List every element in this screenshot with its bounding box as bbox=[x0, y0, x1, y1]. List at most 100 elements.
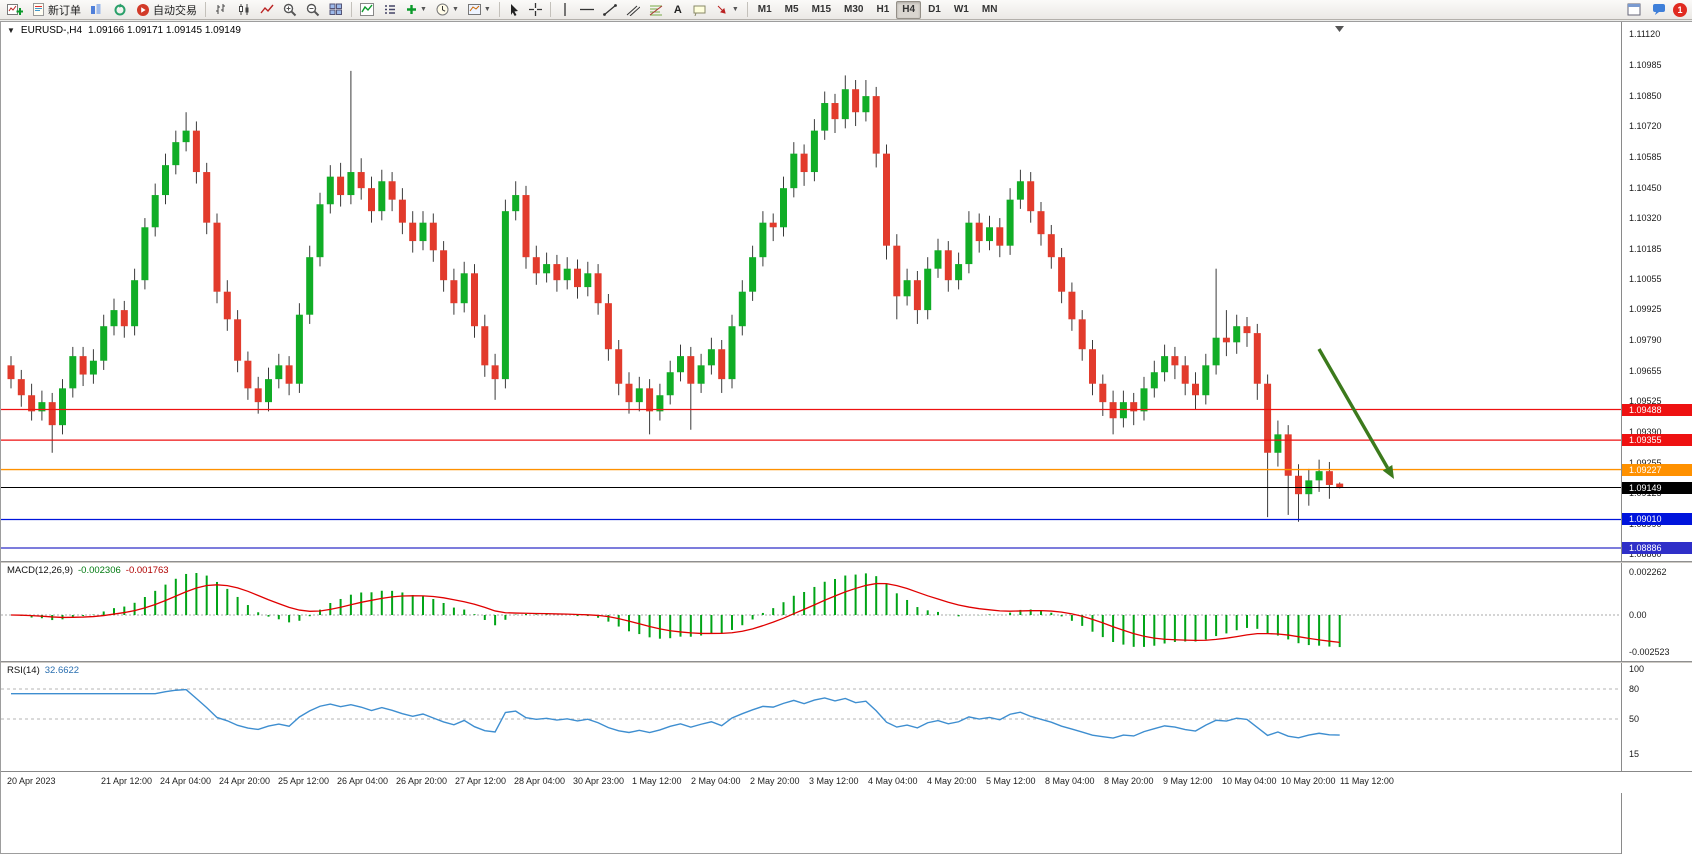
candle bbox=[955, 264, 963, 281]
vertical-line-tool-button[interactable] bbox=[555, 1, 575, 19]
text-label-tool-button[interactable] bbox=[689, 1, 711, 19]
candle bbox=[1078, 319, 1086, 350]
candle bbox=[1325, 471, 1333, 485]
community-button[interactable] bbox=[1648, 1, 1670, 19]
timeframe-m15-button[interactable]: M15 bbox=[811, 4, 832, 15]
candle bbox=[883, 153, 890, 246]
candle bbox=[697, 365, 705, 384]
indicator-list-button[interactable] bbox=[379, 1, 401, 19]
candle bbox=[1295, 475, 1302, 495]
text-tool-button[interactable]: A bbox=[668, 1, 688, 19]
candle bbox=[728, 326, 736, 380]
candle bbox=[759, 222, 767, 258]
candle bbox=[749, 257, 757, 292]
timeframe-m30-button[interactable]: M30 bbox=[844, 4, 864, 15]
fibonacci-icon bbox=[649, 5, 663, 15]
time-axis-label: 24 Apr 04:00 bbox=[160, 776, 212, 786]
horizontal-line-tool-button[interactable] bbox=[576, 1, 598, 19]
time-axis[interactable]: 20 Apr 2023 21 Apr 12:00 24 Apr 04:00 24 Ap… bbox=[1, 771, 1692, 793]
candle bbox=[1202, 365, 1210, 396]
auto-trading-button[interactable]: 自动交易 bbox=[132, 1, 201, 19]
candle bbox=[79, 356, 87, 375]
rsi-label: RSI(14) 32.6622 bbox=[7, 665, 79, 676]
periods-button[interactable]: ▼ bbox=[432, 1, 463, 19]
macd-plot[interactable] bbox=[1, 563, 1621, 661]
candle bbox=[501, 211, 509, 380]
price-axis-label: 1.09925 bbox=[1629, 303, 1662, 314]
price-axis[interactable]: 1.11120 1.10985 1.10850 1.10720 1.10585 1.104… bbox=[1621, 22, 1692, 854]
chart-shift-marker[interactable] bbox=[1335, 26, 1344, 32]
trendline-tool-button[interactable] bbox=[599, 1, 621, 19]
candle bbox=[512, 195, 520, 212]
one-click-trading-toggle[interactable]: ▼ bbox=[7, 26, 15, 35]
tile-windows-button[interactable] bbox=[325, 1, 347, 19]
zoom-out-button[interactable] bbox=[302, 1, 324, 19]
panel-divider[interactable] bbox=[1, 661, 1692, 663]
arrow-annotation[interactable] bbox=[1317, 348, 1389, 469]
zoom-in-icon bbox=[283, 3, 297, 16]
timeframe-h1-button[interactable]: H1 bbox=[876, 4, 890, 15]
candle bbox=[522, 195, 530, 258]
timeframe-m5-button[interactable]: M5 bbox=[784, 4, 799, 15]
candlestick-chart-type-button[interactable] bbox=[233, 1, 255, 19]
line-chart-type-button[interactable] bbox=[256, 1, 278, 19]
cursor-tool-button[interactable] bbox=[504, 1, 524, 19]
channel-tool-button[interactable] bbox=[622, 1, 644, 19]
price-level-tag: 1.09010 bbox=[1622, 513, 1692, 526]
price-axis-label: 1.10320 bbox=[1629, 213, 1662, 224]
window-layout-icon bbox=[1627, 3, 1641, 16]
add-indicator-button[interactable]: ▼ bbox=[402, 1, 431, 19]
candle bbox=[553, 264, 561, 281]
candle bbox=[1058, 257, 1066, 292]
toolbar: 新订单 自动交易 bbox=[0, 0, 1692, 20]
notification-badge[interactable]: 1 bbox=[1673, 2, 1687, 17]
timeframe-d1-button[interactable]: D1 bbox=[928, 4, 941, 15]
candle bbox=[924, 268, 932, 311]
bar-chart-type-button[interactable] bbox=[210, 1, 232, 19]
indicators-button[interactable] bbox=[356, 1, 378, 19]
candle bbox=[326, 176, 334, 205]
timeframe-group: M1 M5 M15 M30 H1 H4 D1 W1 MN bbox=[752, 0, 1004, 19]
candle bbox=[141, 227, 149, 281]
timeframe-mn-button[interactable]: MN bbox=[981, 4, 998, 15]
candle bbox=[460, 273, 468, 304]
candle bbox=[1099, 383, 1107, 403]
chart-window: ▼ EURUSD-,H4 1.09166 1.09171 1.09145 1.0… bbox=[0, 21, 1692, 854]
arrows-tool-button[interactable]: ▼ bbox=[712, 1, 743, 19]
crosshair-tool-button[interactable] bbox=[525, 1, 546, 19]
fibonacci-tool-button[interactable] bbox=[645, 1, 667, 19]
timeframe-m1-button[interactable]: M1 bbox=[757, 4, 772, 15]
panel-divider[interactable] bbox=[1, 561, 1692, 563]
templates-button[interactable]: ▼ bbox=[464, 1, 495, 19]
rsi-axis-label: 80 bbox=[1629, 684, 1640, 694]
candle bbox=[769, 222, 777, 228]
market-watch-button[interactable] bbox=[86, 1, 108, 19]
zoom-in-button[interactable] bbox=[279, 1, 301, 19]
candle bbox=[666, 372, 674, 396]
candle bbox=[574, 268, 581, 288]
template-icon bbox=[467, 4, 481, 15]
rsi-plot[interactable] bbox=[1, 663, 1621, 771]
new-order-button[interactable]: 新订单 bbox=[28, 1, 85, 19]
candle bbox=[1037, 211, 1045, 235]
bar-chart-type-icon bbox=[216, 4, 225, 14]
window-layout-button[interactable] bbox=[1623, 1, 1645, 19]
price-axis-label: 1.10720 bbox=[1629, 121, 1662, 132]
chart-title: ▼ EURUSD-,H4 1.09166 1.09171 1.09145 1.0… bbox=[7, 25, 241, 36]
refresh-button[interactable] bbox=[109, 1, 131, 19]
chevron-down-icon: ▼ bbox=[451, 6, 459, 13]
time-axis-label: 8 May 04:00 bbox=[1045, 776, 1095, 786]
ohlc-values: 1.09166 1.09171 1.09145 1.09149 bbox=[88, 25, 241, 36]
timeframe-h4-button[interactable]: H4 bbox=[896, 0, 922, 19]
candle bbox=[234, 319, 242, 361]
timeframe-w1-button[interactable]: W1 bbox=[953, 4, 969, 15]
main-chart-plot[interactable] bbox=[1, 22, 1621, 561]
candle bbox=[944, 250, 952, 281]
new-chart-button[interactable] bbox=[3, 1, 27, 19]
current-price-tag: 1.09149 bbox=[1622, 481, 1692, 494]
candle bbox=[17, 379, 25, 396]
candle bbox=[718, 349, 726, 380]
time-axis-label: 2 May 04:00 bbox=[691, 776, 741, 786]
rsi-axis-label: 100 bbox=[1629, 664, 1645, 674]
